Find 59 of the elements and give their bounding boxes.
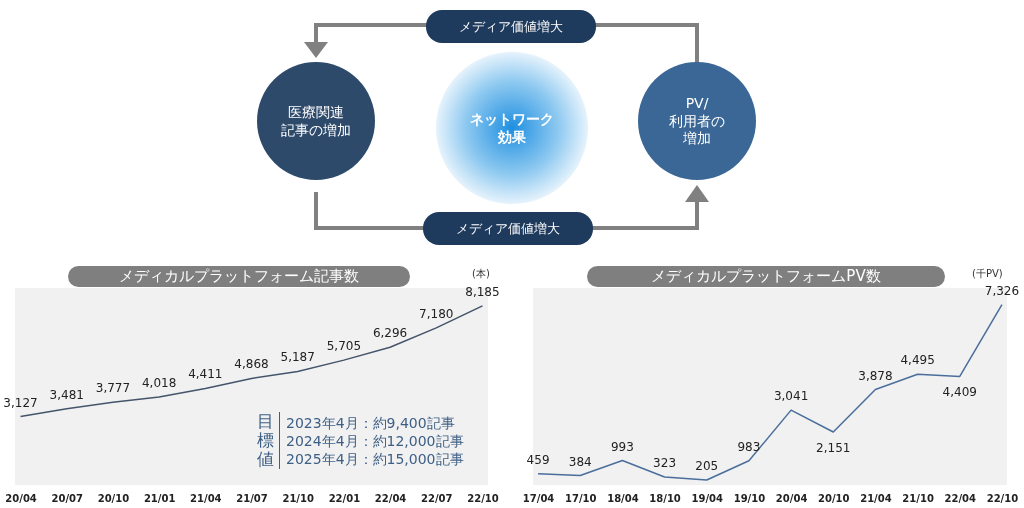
data-label: 3,127	[3, 395, 38, 410]
x-tick-label: 22/04	[944, 492, 977, 504]
text: メディア価値増大	[456, 221, 560, 237]
x-tick-label: 18/10	[649, 492, 681, 504]
data-label: 3,777	[95, 381, 131, 396]
annotation: 目標値	[256, 411, 280, 469]
text: ネットワーク効果	[470, 111, 554, 145]
chart-title: メディカルプラットフォーム記事数	[68, 266, 410, 287]
data-label: 459	[526, 452, 550, 467]
x-tick-label: 22/07	[421, 492, 453, 504]
x-tick-label: 21/01	[143, 492, 176, 504]
data-label: 5,187	[280, 350, 315, 365]
y-axis-title: (本)	[472, 267, 490, 281]
data-label: 3,878	[858, 368, 893, 383]
x-tick-label: 22/10	[986, 492, 1019, 504]
data-label: 5,705	[326, 339, 362, 354]
x-tick-label: 22/04	[374, 492, 407, 504]
x-tick-label: 22/01	[328, 492, 361, 504]
text: 2025年4月：約15,000記事	[286, 449, 464, 468]
x-tick-label: 19/10	[733, 492, 766, 504]
text: 医療関連記事の増加	[281, 104, 351, 138]
x-tick-label: 20/04	[775, 492, 808, 504]
x-tick-label: 21/04	[190, 492, 222, 504]
x-tick-label: 22/10	[467, 492, 499, 504]
data-label: 4,409	[942, 385, 977, 400]
data-label: 7,326	[984, 283, 1020, 298]
x-tick-label: 21/10	[902, 492, 934, 504]
y-axis-title: (千PV)	[972, 267, 1003, 281]
x-tick-label: 19/04	[691, 492, 724, 504]
data-label: 205	[695, 458, 719, 473]
data-label: 983	[737, 439, 761, 454]
data-label: 993	[610, 439, 634, 454]
text: 2024年4月：約12,000記事	[286, 431, 464, 450]
chart-title: メディカルプラットフォームPV数	[587, 266, 945, 287]
data-label: 3,041	[773, 389, 809, 404]
data-label: 7,180	[419, 306, 454, 321]
data-label: 384	[568, 454, 592, 469]
data-label: 8,185	[465, 284, 500, 299]
data-label: 4,018	[141, 376, 177, 391]
x-tick-label: 20/10	[818, 492, 850, 504]
data-label: 4,495	[900, 353, 935, 368]
data-label: 323	[653, 456, 677, 471]
x-tick-label: 18/04	[607, 492, 639, 504]
x-tick-label: 20/04	[5, 492, 37, 504]
data-label: 6,296	[372, 326, 408, 341]
text: メディア価値増大	[459, 19, 563, 35]
x-tick-label: 21/07	[236, 492, 268, 504]
data-label: 4,868	[234, 357, 269, 372]
x-tick-label: 21/04	[860, 492, 892, 504]
annotation: 2023年4月：約9,400記事	[286, 413, 456, 432]
x-tick-label: 20/07	[51, 492, 84, 504]
x-tick-label: 17/10	[564, 492, 597, 504]
x-tick-label: 20/10	[97, 492, 130, 504]
data-label: 4,411	[188, 367, 223, 382]
x-tick-label: 21/10	[282, 492, 314, 504]
data-label: 2,151	[816, 441, 851, 456]
text: PV/利用者の増加	[669, 95, 725, 147]
x-tick-label: 17/04	[522, 492, 555, 504]
data-label: 3,481	[49, 387, 84, 402]
